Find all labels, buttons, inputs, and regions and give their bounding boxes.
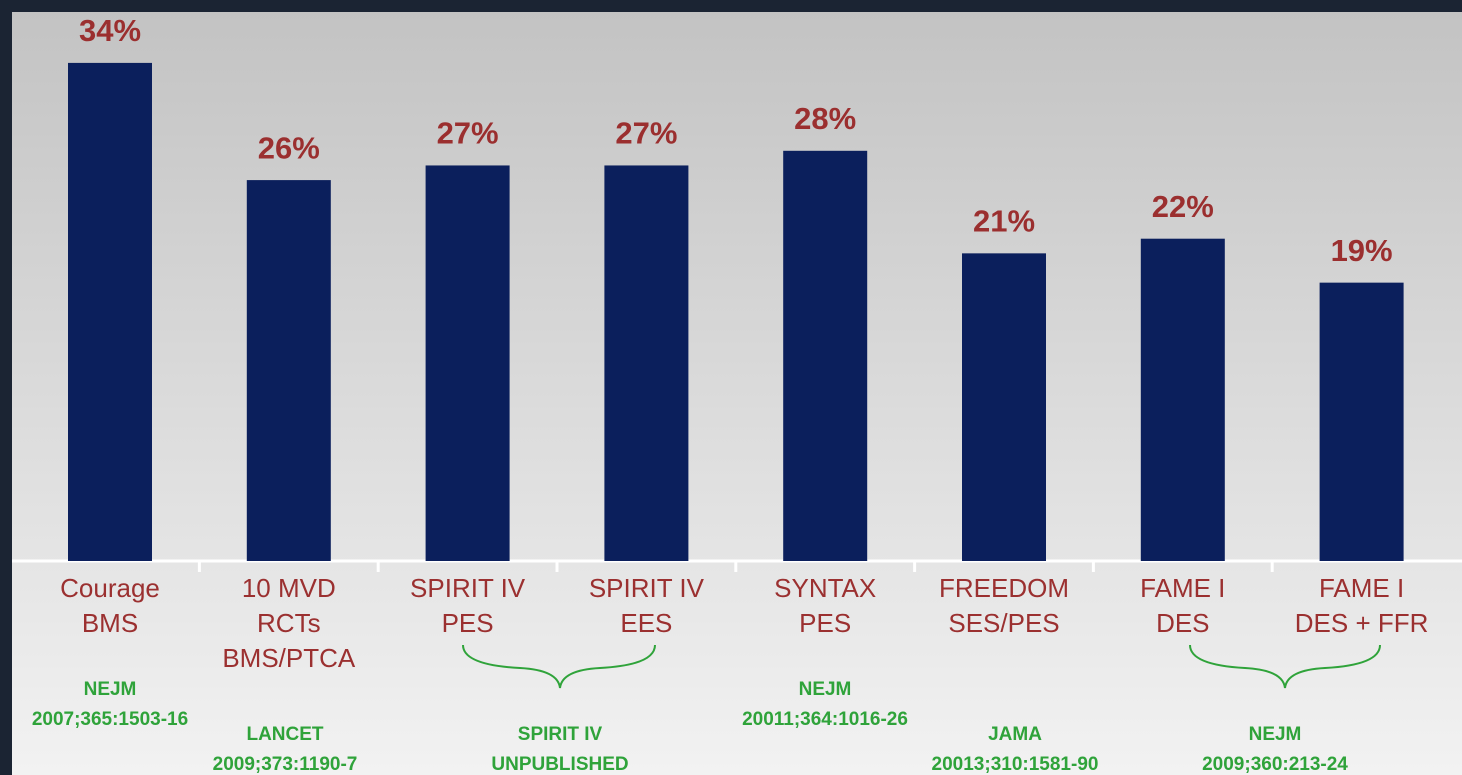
bar [1319,282,1404,561]
bar [962,253,1046,561]
category-label: PES [442,608,494,638]
category-label: RCTs [257,608,321,638]
value-label: 27% [615,116,677,151]
category-label: FAME I [1140,573,1225,603]
source-note: 20011;364:1016-26 [742,709,908,730]
source-note: NEJM [799,679,852,700]
source-note: UNPUBLISHED [491,754,628,775]
category-label: 10 MVD [242,573,336,603]
bar [425,165,510,561]
category-label: BMS [82,608,138,638]
source-note: JAMA [988,724,1042,745]
source-note: NEJM [1249,724,1302,745]
bar [1140,238,1225,561]
brace [462,644,656,689]
source-note: 20013;310:1581-90 [932,754,1099,775]
category-label: DES + FFR [1295,608,1429,638]
value-label: 28% [794,101,856,136]
source-note: LANCET [246,724,323,745]
brace [1189,644,1381,689]
value-label: 21% [973,204,1035,239]
value-label: 19% [1331,233,1393,268]
bar [604,165,689,561]
category-label: FAME I [1319,573,1404,603]
source-note: 2007;365:1503-16 [32,709,188,730]
value-label: 27% [437,116,499,151]
category-label: SES/PES [948,608,1059,638]
bar [783,150,868,562]
category-label: SPIRIT IV [410,573,526,603]
bar [246,180,331,561]
bar [68,62,152,562]
source-note: NEJM [84,679,137,700]
source-note: 2009;373:1190-7 [213,754,358,775]
value-label: 26% [258,130,320,165]
source-note: SPIRIT IV [518,724,603,745]
category-label: SYNTAX [774,573,876,603]
category-label: FREEDOM [939,573,1069,603]
category-label: PES [799,608,851,638]
category-label: EES [620,608,672,638]
category-label: SPIRIT IV [589,573,705,603]
category-label: Courage [60,573,160,603]
value-label: 22% [1152,189,1214,224]
source-note: 2009;360:213-24 [1202,754,1348,775]
value-label: 34% [79,13,141,48]
category-label: DES [1156,608,1209,638]
category-label: BMS/PTCA [222,643,356,673]
